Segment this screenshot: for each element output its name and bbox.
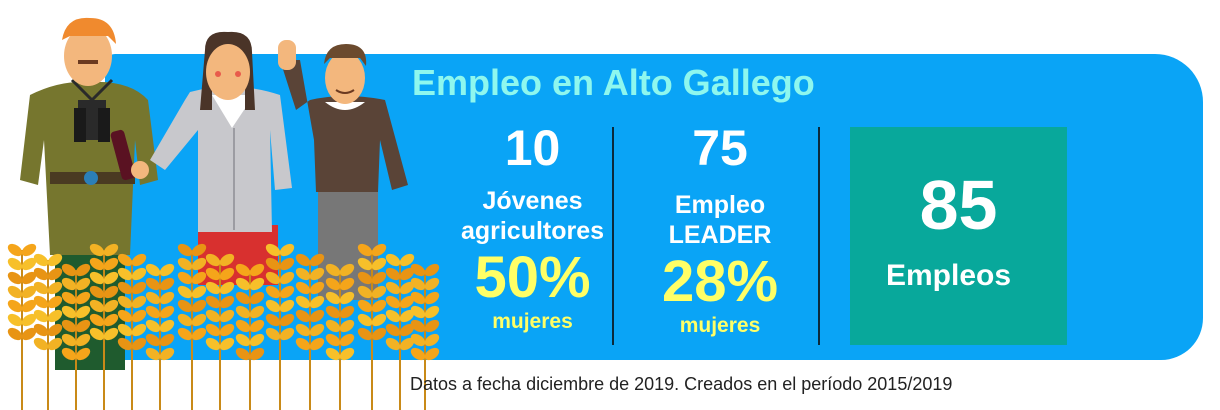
farmers-wheat-illustration <box>7 17 440 410</box>
stat-label-line2: agricultores <box>460 217 605 245</box>
stat-percent: 28% <box>661 249 779 314</box>
total-employment-box: 85 Empleos <box>850 127 1067 345</box>
footnote: Datos a fecha diciembre de 2019. Creados… <box>410 374 953 394</box>
stat-leader-employment: 75 Empleo LEADER 28% mujeres <box>640 120 800 338</box>
stat-number: 10 <box>504 120 561 176</box>
stat-young-farmers: 10 Jóvenes agricultores 50% mujeres <box>450 120 615 334</box>
column-divider <box>612 127 614 345</box>
stat-percent-label: mujeres <box>679 314 761 337</box>
stat-percent-label: mujeres <box>492 310 573 333</box>
stat-number: 75 <box>692 120 748 176</box>
total-number: 85 <box>919 166 998 244</box>
stat-label-line1: Empleo <box>674 191 766 219</box>
stat-label-line1: Jóvenes <box>482 187 583 215</box>
total-label: Empleos <box>885 259 1012 292</box>
wheat-field <box>7 243 440 410</box>
stat-percent: 50% <box>474 245 591 310</box>
page-title: Empleo en Alto Gallego <box>412 62 815 103</box>
column-divider <box>818 127 820 345</box>
stat-label-line2: LEADER <box>668 221 772 249</box>
